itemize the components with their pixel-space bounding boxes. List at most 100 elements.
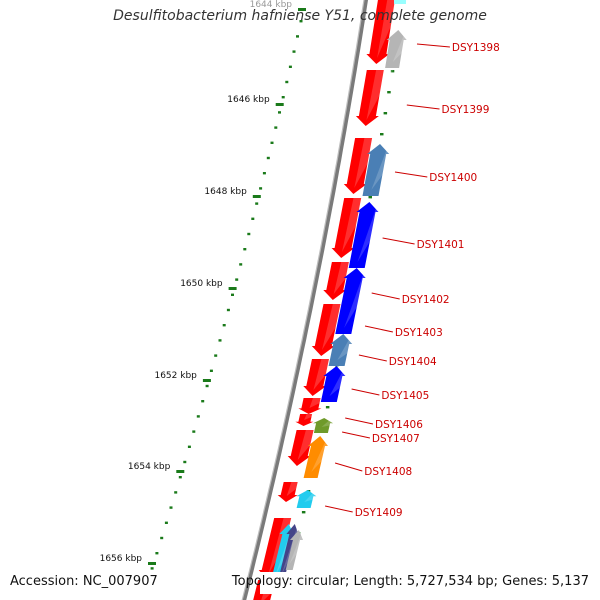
gene-arrow-body: [385, 30, 407, 68]
gene-arrow-body: [303, 359, 329, 396]
gene-label: DSY1401: [417, 239, 465, 251]
gene-label: DSY1399: [442, 104, 490, 116]
gene-arrow-body: [313, 418, 334, 433]
inner-dot: [281, 96, 285, 99]
inner-dot: [292, 50, 296, 53]
gene-arrow-shade: [354, 138, 382, 188]
tick-mark: [252, 195, 261, 198]
outer-dot: [368, 196, 372, 199]
gene-arrow-body: [298, 398, 322, 414]
tick-label: 1648 kbp: [204, 187, 247, 197]
genome-summary-text: Topology: circular; Length: 5,727,534 bp…: [231, 574, 589, 589]
inner-dot: [178, 476, 182, 479]
inner-dot: [160, 536, 164, 540]
gene-label: DSY1400: [429, 172, 477, 184]
inner-dot: [196, 415, 200, 418]
gene-label: DSY1408: [364, 466, 412, 478]
tick-label: 1652 kbp: [154, 371, 197, 381]
gene-label: DSY1407: [372, 433, 420, 445]
gene-arrow-body: [296, 490, 317, 508]
footer-left-bg: [6, 572, 154, 594]
gene-leader-line: [358, 354, 387, 362]
tick-label: 1646 kbp: [227, 95, 270, 105]
inner-dot: [299, 20, 303, 23]
gene-label: DSY1404: [389, 356, 437, 368]
genome-backbone: [241, 0, 369, 600]
top-cyan-fragment: [394, 0, 406, 4]
gene-arrow-body: [355, 70, 384, 126]
gene-leader-line: [406, 104, 440, 110]
gene-leader-line: [324, 505, 353, 513]
inner-dot: [187, 445, 191, 448]
inner-dot: [164, 521, 168, 524]
inner-dot: [183, 460, 187, 464]
inner-dot: [155, 552, 159, 555]
outer-dot: [325, 406, 330, 409]
gene-leader-line: [371, 292, 400, 300]
reverse-gene: [348, 202, 388, 268]
inner-dot: [174, 491, 178, 494]
forward-gene: [355, 70, 394, 126]
gene-arrow-shade: [366, 70, 394, 120]
forward-gene: [295, 414, 319, 426]
tick-mark: [298, 8, 306, 11]
inner-dot: [296, 35, 299, 38]
inner-dot: [274, 126, 278, 129]
inner-dot: [150, 567, 154, 570]
gene-label: DSY1409: [355, 507, 403, 519]
gene-arrow-shade: [344, 268, 375, 328]
gene-arrow-body: [323, 262, 349, 300]
gene-arrow-body: [328, 334, 353, 366]
inner-dot: [235, 278, 239, 281]
tick-label: 1656 kbp: [100, 554, 143, 564]
reverse-gene: [303, 436, 336, 478]
gene-arrow-shade: [337, 334, 361, 360]
gene-arrow-shade: [286, 482, 306, 496]
tick-mark: [275, 103, 284, 106]
gene-leader-line: [416, 43, 450, 48]
gene-arrow-shade: [329, 366, 355, 396]
gene-arrow-body: [362, 144, 390, 196]
gene-arrow-body: [270, 524, 294, 582]
inner-dot: [247, 232, 251, 236]
gene-arrow-shade: [371, 144, 398, 190]
reverse-gene: [385, 30, 415, 68]
reverse-gene: [285, 530, 307, 570]
footer-right-bg: [260, 572, 594, 594]
backbone-line: [242, 0, 369, 600]
tick-mark: [202, 379, 211, 382]
gene-leader-line: [382, 237, 415, 245]
inner-dot: [231, 293, 234, 296]
gene-leader-line: [341, 431, 371, 439]
gene-arrow-body: [343, 138, 373, 194]
inner-dot: [270, 141, 274, 144]
gene-leader-line: [394, 171, 428, 178]
inner-dot: [239, 263, 243, 266]
inner-dot: [205, 384, 209, 388]
reverse-gene: [296, 490, 325, 508]
inner-dot: [192, 430, 196, 433]
gene-labels: DSY1398 DSY1399 DSY1400 DSY1401 DSY1402 DSY14…: [324, 42, 500, 519]
inner-dot: [169, 506, 173, 509]
tick-label: 1650 kbp: [180, 279, 223, 289]
kbp-ticks: 1644 kbp 1646 kbp 1648 kbp 1650 kbp 1652 kbp…: [100, 0, 306, 565]
inner-dot: [278, 111, 281, 114]
gene-arrow-shade: [377, 0, 403, 58]
outer-dot: [383, 112, 388, 115]
reverse-gene: [328, 334, 361, 366]
gene-label: DSY1405: [381, 390, 429, 402]
gene-arrow-body: [303, 436, 328, 478]
gene-arrow-body: [331, 198, 362, 258]
inner-dot: [209, 369, 213, 372]
gene-arrow-body: [348, 202, 379, 268]
gene-arrow-shade: [304, 490, 325, 502]
gene-label: DSY1403: [395, 327, 443, 339]
outer-dot: [380, 133, 384, 136]
gene-arrow-body: [287, 430, 314, 466]
inner-dot: [266, 156, 270, 160]
inner-dot: [251, 217, 255, 220]
gene-label: DSY1406: [375, 419, 423, 431]
tick-label: 1644 kbp: [250, 0, 293, 10]
gene-arrow-shade: [321, 418, 341, 427]
